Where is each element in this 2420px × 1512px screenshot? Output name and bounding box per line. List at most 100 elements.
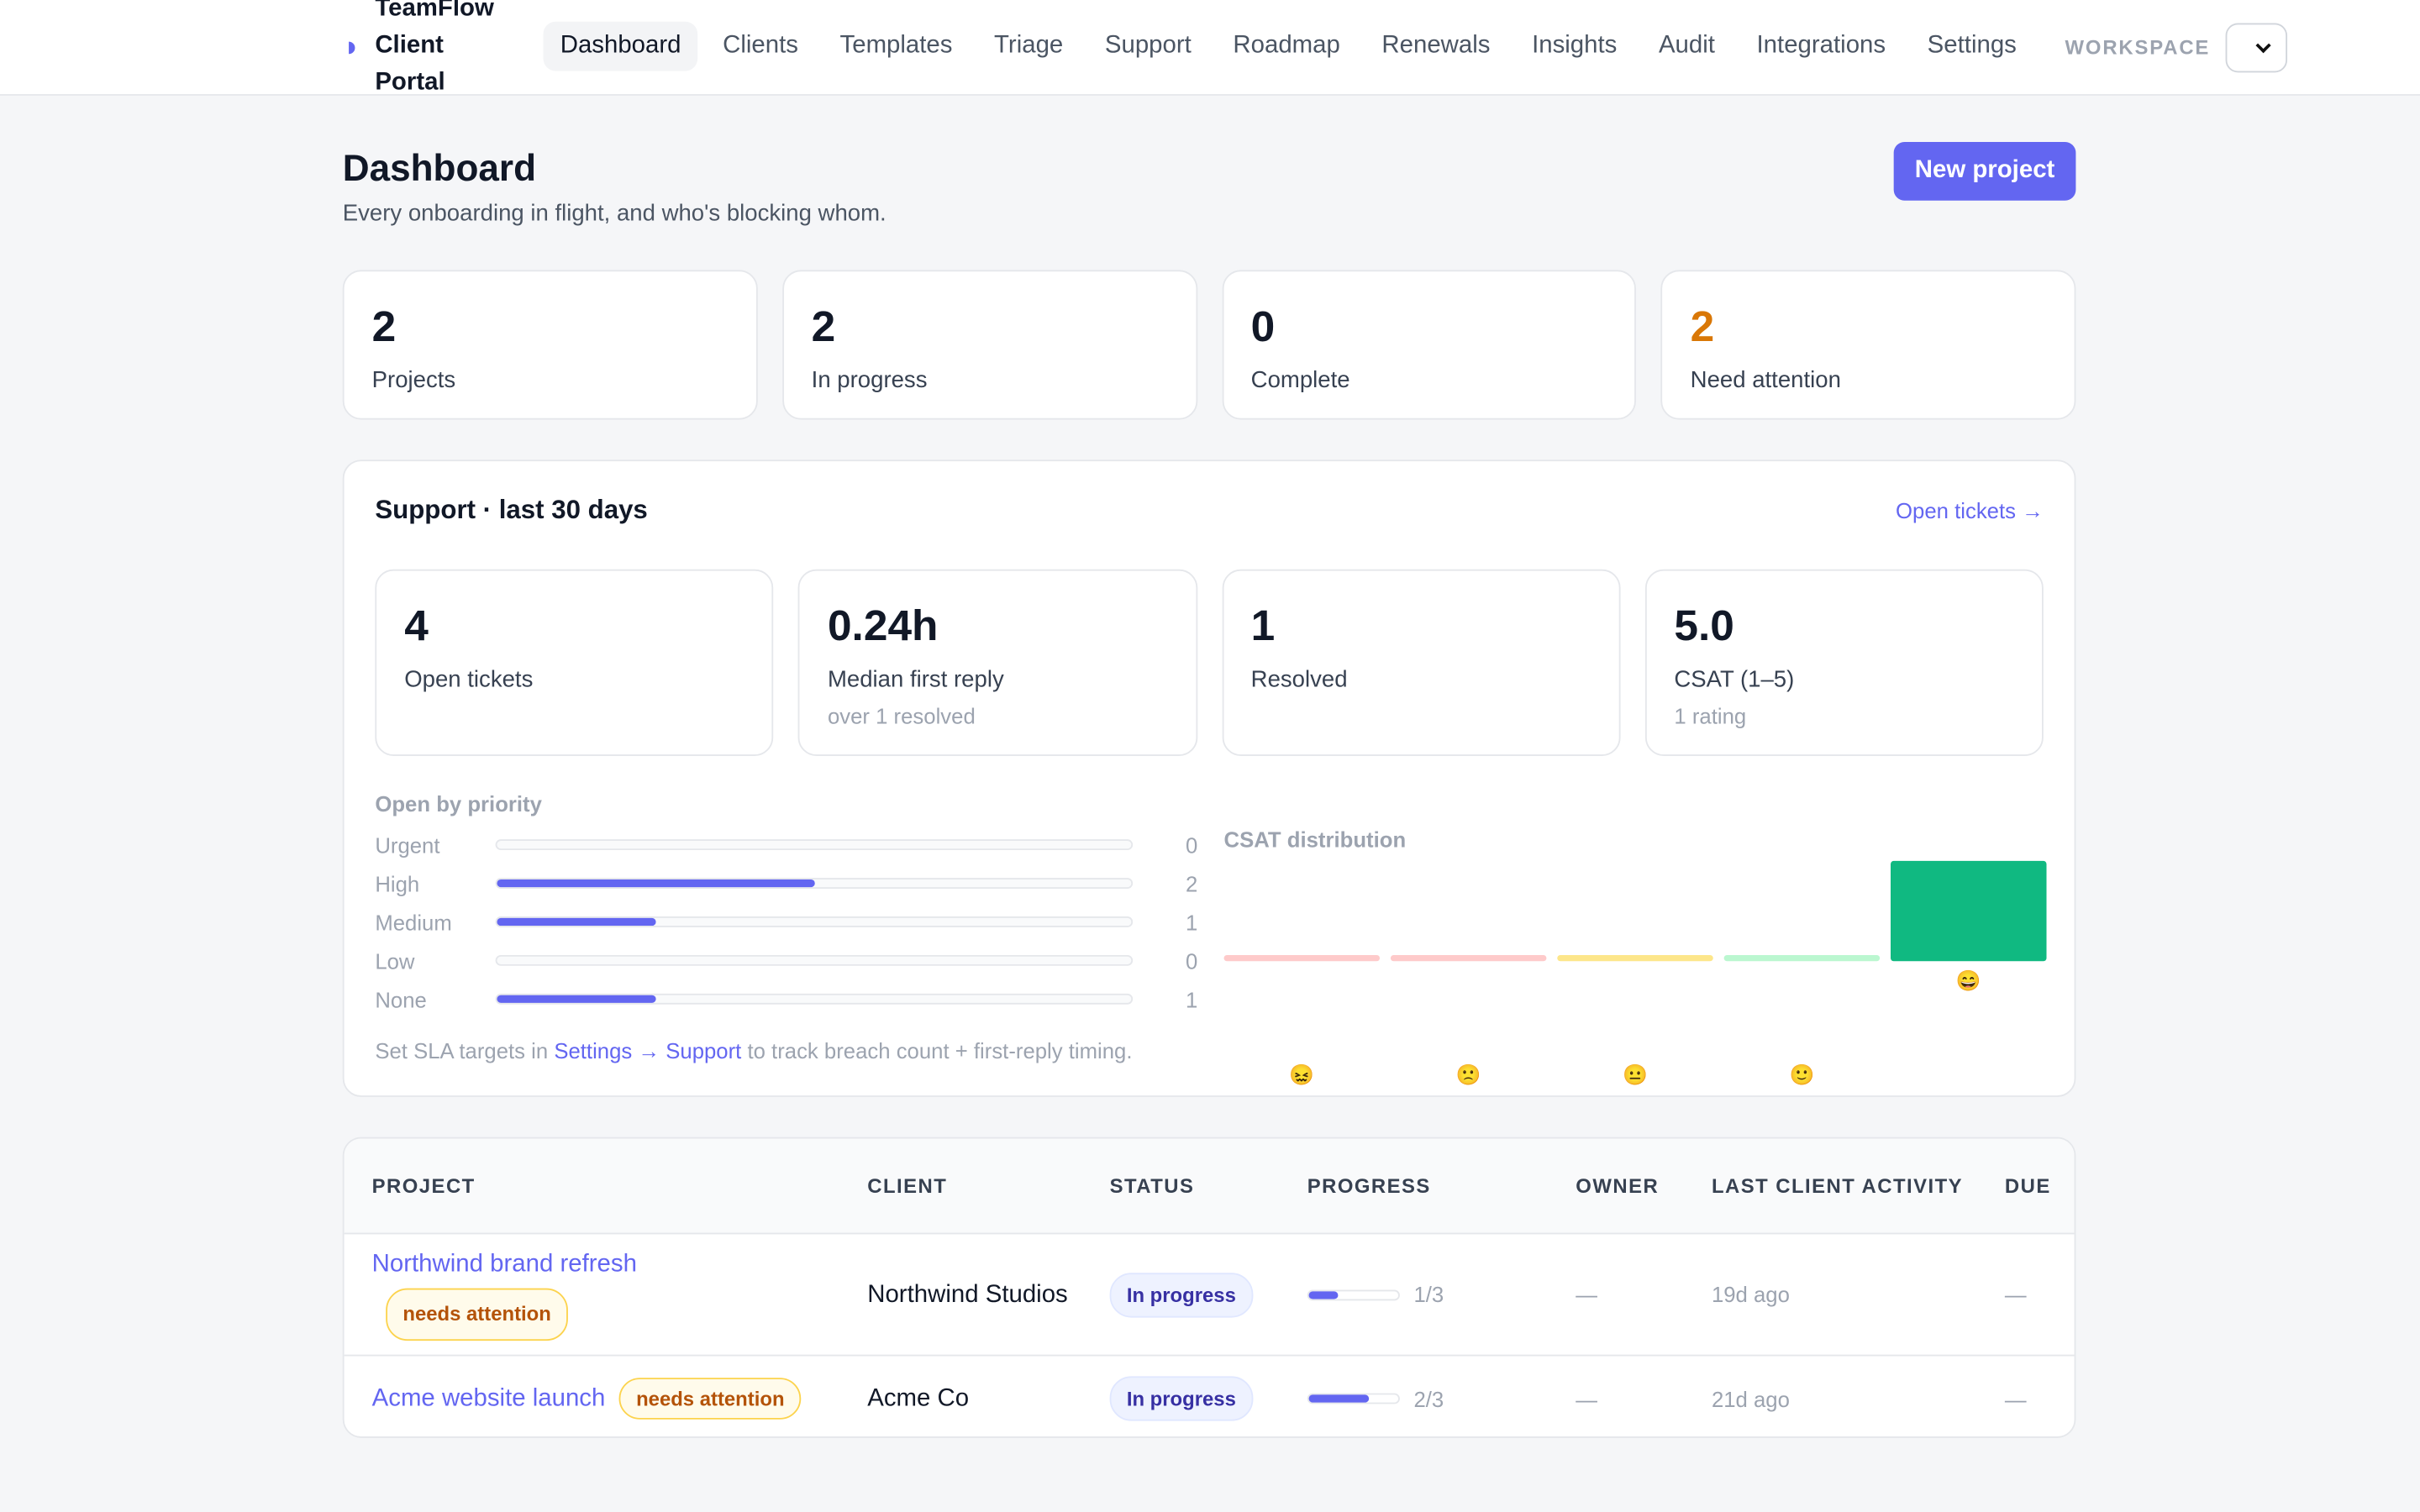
priority-count: 0 [1185, 832, 1198, 858]
stat-value: 0.24h [827, 601, 939, 650]
csat-bar [1723, 954, 1881, 962]
csat-emoji: 😖 [1289, 1063, 1315, 1087]
csat-bar [1557, 954, 1713, 962]
csat-emoji: 🙁 [1455, 1063, 1481, 1087]
priority-row: High 2 [375, 864, 1197, 903]
priority-title: Open by priority [375, 791, 542, 816]
stat-label: Projects [371, 367, 456, 394]
nav-link[interactable]: Audit [1658, 32, 1715, 59]
column-header: OWNER [1576, 1173, 1660, 1197]
csat-bar [1891, 860, 2047, 962]
priority-count: 1 [1185, 909, 1198, 935]
owner-cell: — [1576, 1282, 1598, 1307]
stat-card: 2 Projects [342, 270, 758, 420]
status-pill: In progress [1109, 1376, 1254, 1421]
stat-note: over 1 resolved [827, 703, 976, 728]
csat-bar [1390, 954, 1547, 962]
status-cell: In progress [1109, 1272, 1307, 1317]
nav-link[interactable]: Support [1104, 32, 1192, 59]
priority-label: None [375, 986, 427, 1011]
owner-cell: — [1576, 1386, 1598, 1411]
priority-chart: Open by priority Urgent 0 High 2 Medium 1 Low 0… [375, 791, 1197, 1018]
nav-link[interactable]: Integrations [1756, 32, 1886, 59]
nav-links: Dashboard Clients Templates Triage Support Ro… [543, 21, 2034, 71]
nav-link[interactable]: Roadmap [1233, 32, 1340, 59]
column-header: STATUS [1109, 1173, 1195, 1197]
stat-label: Complete [1250, 367, 1350, 394]
priority-track [496, 878, 1134, 889]
priority-bar [497, 879, 815, 888]
new-project-button[interactable]: New project [1893, 141, 2076, 201]
table-header: PROJECT CLIENT STATUS PROGRESS OWNER LAST CLI… [344, 1138, 2075, 1235]
stat-value: 2 [1690, 302, 1715, 350]
nav-link[interactable]: Renewals [1381, 32, 1491, 59]
progress-label: 1/3 [1413, 1282, 1444, 1307]
progress-track [1307, 1289, 1400, 1300]
priority-count: 1 [1185, 986, 1198, 1011]
priority-track [496, 954, 1134, 966]
csat-bar [1223, 954, 1381, 962]
priority-label: Medium [375, 909, 452, 935]
stat-card: 5.0 CSAT (1–5) 1 rating [1644, 569, 2044, 757]
workspace-select[interactable] [2225, 23, 2288, 73]
csat-bars: 😖 🙁 😐 🙂 😄 [1223, 860, 2047, 1086]
stat-value: 5.0 [1674, 601, 1734, 650]
csat-chart: CSAT distribution 😖 🙁 😐 🙂 😄 [1223, 827, 2047, 1086]
priority-count: 0 [1185, 948, 1198, 974]
priority-row: Urgent 0 [375, 826, 1197, 864]
page-subtitle: Every onboarding in flight, and who's bl… [342, 200, 886, 228]
stat-card: 4 Open tickets [375, 569, 774, 757]
nav-link[interactable]: Dashboard [543, 21, 698, 71]
csat-column: 😄 [1891, 860, 2047, 992]
priority-label: Urgent [375, 832, 440, 858]
stat-value: 0 [1250, 302, 1276, 350]
project-link[interactable]: Northwind brand refresh [371, 1251, 637, 1278]
priority-bar [497, 917, 656, 927]
csat-column: 🙂 [1723, 954, 1881, 1086]
stat-card: 1 Resolved [1221, 569, 1621, 757]
stat-label: Open tickets [404, 666, 534, 693]
nav-link[interactable]: Clients [723, 32, 798, 59]
status-cell: In progress [1109, 1376, 1307, 1421]
stat-label: Median first reply [827, 666, 1004, 693]
activity-cell: 19d ago [1711, 1282, 1790, 1307]
stat-label: CSAT (1–5) [1674, 666, 1795, 693]
progress-label: 2/3 [1413, 1386, 1444, 1411]
due-cell: — [2004, 1282, 2027, 1307]
brand[interactable]: TeamFlow Client Portal [375, 0, 494, 96]
stat-note: 1 rating [1674, 703, 1747, 728]
progress-track [1307, 1393, 1400, 1404]
priority-row: Low 0 [375, 941, 1197, 979]
stat-card: 0 Complete [1221, 270, 1637, 420]
priority-label: High [375, 870, 420, 896]
due-cell: — [2004, 1386, 2027, 1411]
csat-title: CSAT distribution [1223, 827, 1407, 852]
project-link[interactable]: Acme website launch [371, 1385, 606, 1412]
client-cell: Northwind Studios [867, 1281, 1068, 1308]
nav-link[interactable]: Triage [994, 32, 1064, 59]
nav-link[interactable]: Insights [1532, 32, 1618, 59]
priority-track [496, 839, 1134, 851]
attention-badge: needs attention [618, 1378, 802, 1420]
open-tickets-link[interactable]: Open tickets → [1896, 498, 2044, 523]
stat-label: Need attention [1690, 367, 1841, 394]
stat-card: 2 In progress [781, 270, 1197, 420]
project-cell: Northwind brand refresh needs attention [372, 1248, 868, 1341]
column-header: CLIENT [867, 1173, 948, 1197]
column-header: PROGRESS [1307, 1173, 1431, 1197]
stat-card: 0.24h Median first reply over 1 resolved [798, 569, 1197, 757]
brand-mark [349, 41, 355, 55]
stat-label: Resolved [1250, 666, 1348, 693]
settings-link[interactable]: Settings → Support [554, 1038, 742, 1063]
csat-column: 🙁 [1390, 954, 1547, 1086]
nav-link[interactable]: Templates [839, 32, 953, 59]
nav-link[interactable]: Settings [1927, 32, 2017, 59]
project-cell: Acme website launch needs attention [372, 1378, 868, 1420]
sla-note: Set SLA targets in Settings → Support to… [375, 1038, 1132, 1063]
progress-cell: 2/3 [1307, 1386, 1576, 1411]
stat-value: 2 [371, 302, 397, 350]
table-row: Northwind brand refresh needs attention No… [344, 1234, 2075, 1357]
